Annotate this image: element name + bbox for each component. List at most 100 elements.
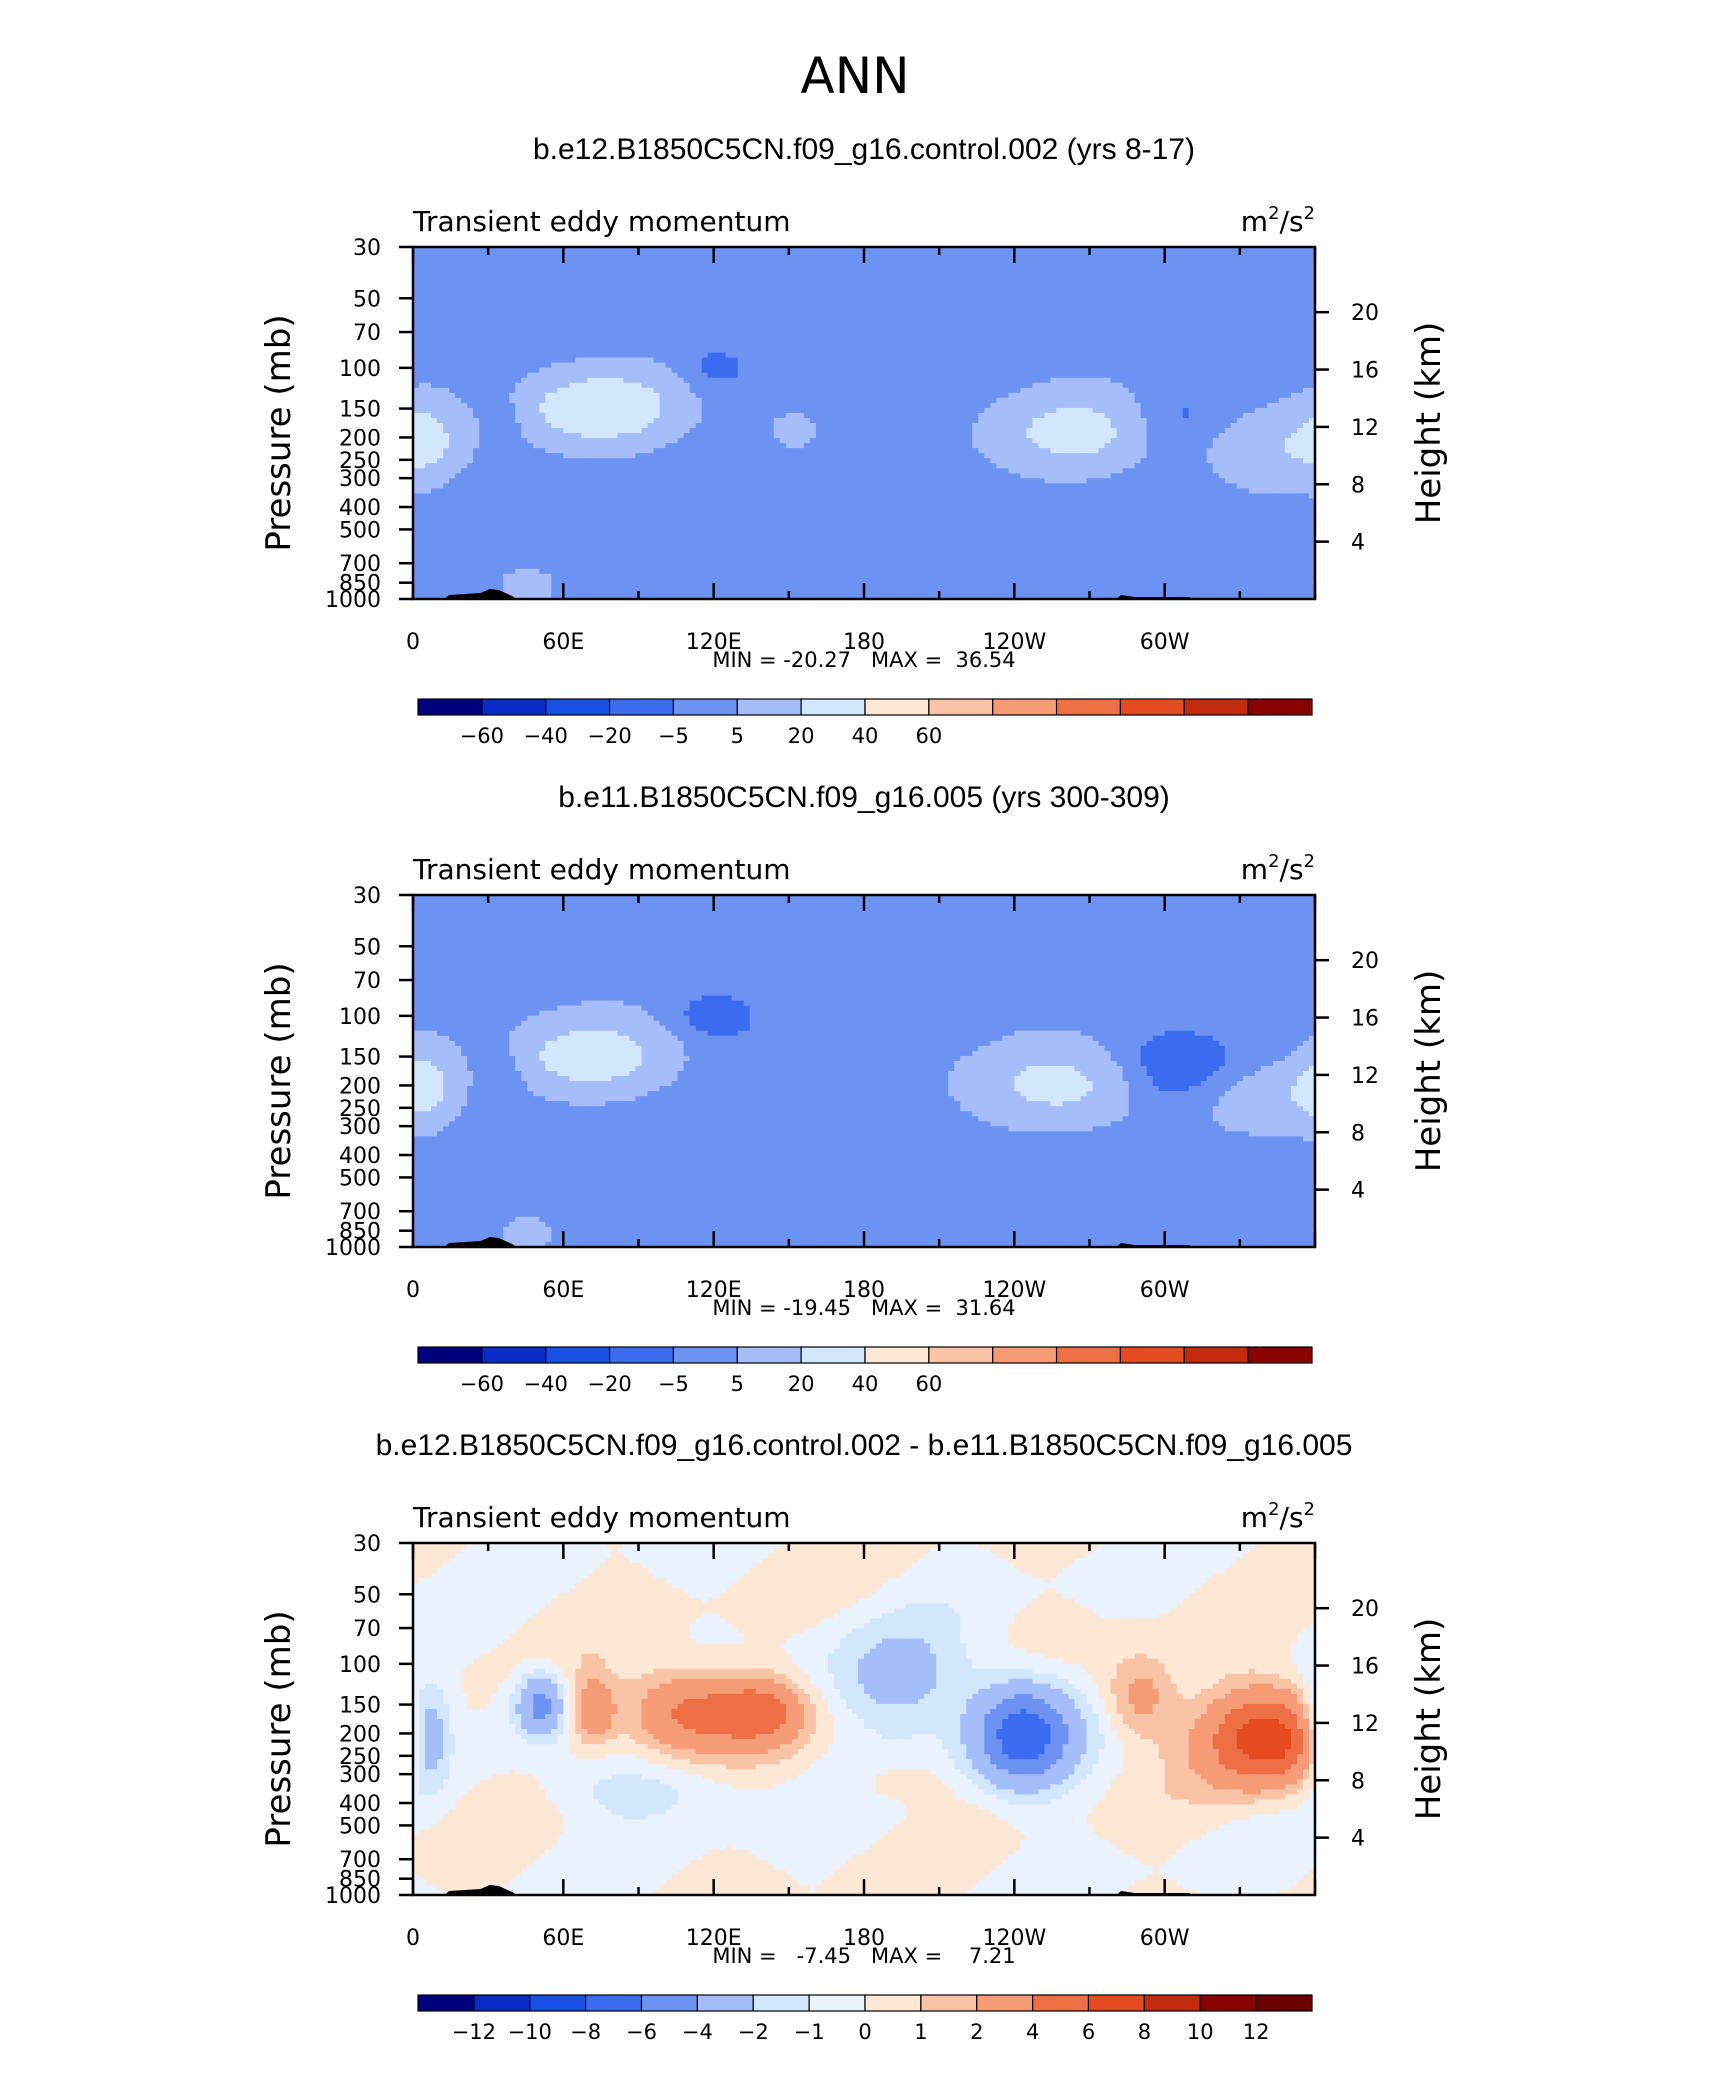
colorbar-box: [809, 1995, 865, 2011]
y-tick-label: 1000: [325, 588, 381, 613]
x-tick-label: 60W: [1140, 630, 1190, 655]
colorbar-box: [546, 699, 610, 715]
y-tick-label: 30: [353, 1532, 381, 1557]
y-tick-label: 1000: [325, 1236, 381, 1261]
colorbar-box: [642, 1995, 698, 2011]
colorbar-label: −60: [460, 1372, 504, 1396]
y2-tick-label: 16: [1351, 1655, 1379, 1680]
y-tick-label: 70: [353, 969, 381, 994]
y2-tick-label: 4: [1351, 531, 1365, 556]
colorbar-label: 0: [858, 2020, 871, 2044]
x-tick-label: 60E: [542, 1926, 584, 1951]
colorbar-label: 60: [915, 1372, 942, 1396]
panel-title: b.e11.B1850C5CN.f09_g16.005 (yrs 300-309…: [558, 781, 1170, 814]
colorbar-box: [1248, 699, 1312, 715]
colorbar-box: [753, 1995, 809, 2011]
y-tick-label: 150: [339, 1694, 381, 1719]
colorbar-box: [737, 699, 801, 715]
colorbar-label: −5: [658, 1372, 689, 1396]
colorbar-box: [1200, 1995, 1256, 2011]
colorbar-label: 40: [852, 724, 879, 748]
variable-label: Transient eddy momentum: [412, 853, 791, 886]
y2-axis-label: Height (km): [1409, 970, 1449, 1173]
colorbar-label: 5: [731, 1372, 744, 1396]
min-max-stats: MIN = -19.45 MAX = 31.64: [712, 1296, 1015, 1320]
colorbar-label: −2: [738, 2020, 769, 2044]
y-tick-label: 50: [353, 1583, 381, 1608]
colorbar-box: [546, 1347, 610, 1363]
colorbar-box: [929, 1347, 993, 1363]
x-tick-label: 0: [406, 1926, 420, 1951]
colorbar-box: [1057, 1347, 1121, 1363]
x-tick-label: 60E: [542, 630, 584, 655]
colorbar-label: 6: [1082, 2020, 1095, 2044]
y-tick-label: 70: [353, 1617, 381, 1642]
page-title: ANN: [800, 47, 909, 105]
y2-tick-label: 4: [1351, 1179, 1365, 1204]
colorbar-box: [1089, 1995, 1145, 2011]
y-tick-label: 400: [339, 1144, 381, 1169]
colorbar-box: [418, 699, 482, 715]
y-tick-label: 400: [339, 1792, 381, 1817]
colorbar-label: 1: [914, 2020, 927, 2044]
colorbar-box: [673, 699, 737, 715]
colorbar-box: [586, 1995, 642, 2011]
colorbar-label: −40: [524, 724, 568, 748]
min-max-stats: MIN = -20.27 MAX = 36.54: [712, 648, 1015, 672]
colorbar-label: 20: [788, 1372, 815, 1396]
y-tick-label: 50: [353, 287, 381, 312]
y-tick-label: 400: [339, 496, 381, 521]
colorbar-box: [1033, 1995, 1089, 2011]
colorbar-label: −10: [508, 2020, 552, 2044]
y-axis-label: Pressure (mb): [259, 314, 299, 551]
colorbar-label: −40: [524, 1372, 568, 1396]
colorbar-box: [977, 1995, 1033, 2011]
y-tick-label: 300: [339, 1115, 381, 1140]
contour-field: [413, 1543, 1316, 1896]
colorbar-box: [610, 1347, 674, 1363]
colorbar-label: −6: [626, 2020, 657, 2044]
y-tick-label: 200: [339, 1074, 381, 1099]
colorbar-box: [418, 1995, 474, 2011]
colorbar-box: [1248, 1347, 1312, 1363]
contour-field: [413, 247, 1316, 600]
colorbar-box: [929, 699, 993, 715]
colorbar-box: [801, 1347, 865, 1363]
y2-tick-label: 8: [1351, 473, 1365, 498]
colorbar-box: [865, 1995, 921, 2011]
colorbar-box: [1184, 1347, 1248, 1363]
y-tick-label: 1000: [325, 1884, 381, 1909]
y-tick-label: 50: [353, 935, 381, 960]
y2-tick-label: 12: [1351, 1712, 1379, 1737]
colorbar-box: [418, 1347, 482, 1363]
colorbar-label: −12: [452, 2020, 496, 2044]
colorbar-box: [921, 1995, 977, 2011]
colorbar-label: −8: [570, 2020, 601, 2044]
colorbar-label: −5: [658, 724, 689, 748]
y-tick-label: 100: [339, 1005, 381, 1030]
y2-tick-label: 20: [1351, 301, 1379, 326]
contour-field: [413, 895, 1316, 1248]
y2-tick-label: 12: [1351, 416, 1379, 441]
x-tick-label: 60W: [1140, 1926, 1190, 1951]
y-axis-label: Pressure (mb): [259, 1610, 299, 1847]
y2-tick-label: 20: [1351, 949, 1379, 974]
colorbar-box: [482, 699, 546, 715]
colorbar-label: 20: [788, 724, 815, 748]
colorbar-box: [610, 699, 674, 715]
colorbar-label: −1: [794, 2020, 825, 2044]
colorbar-label: 60: [915, 724, 942, 748]
colorbar-box: [801, 699, 865, 715]
y-tick-label: 100: [339, 357, 381, 382]
y-tick-label: 30: [353, 236, 381, 261]
y-tick-label: 300: [339, 467, 381, 492]
colorbar-label: 4: [1026, 2020, 1039, 2044]
x-tick-label: 0: [406, 630, 420, 655]
y2-tick-label: 16: [1351, 359, 1379, 384]
colorbar-box: [673, 1347, 737, 1363]
y-tick-label: 30: [353, 884, 381, 909]
x-tick-label: 0: [406, 1278, 420, 1303]
figure: ANN b.e12.B1850C5CN.f09_g16.control.002 …: [0, 0, 1710, 2074]
colorbar-box: [737, 1347, 801, 1363]
y2-tick-label: 12: [1351, 1064, 1379, 1089]
